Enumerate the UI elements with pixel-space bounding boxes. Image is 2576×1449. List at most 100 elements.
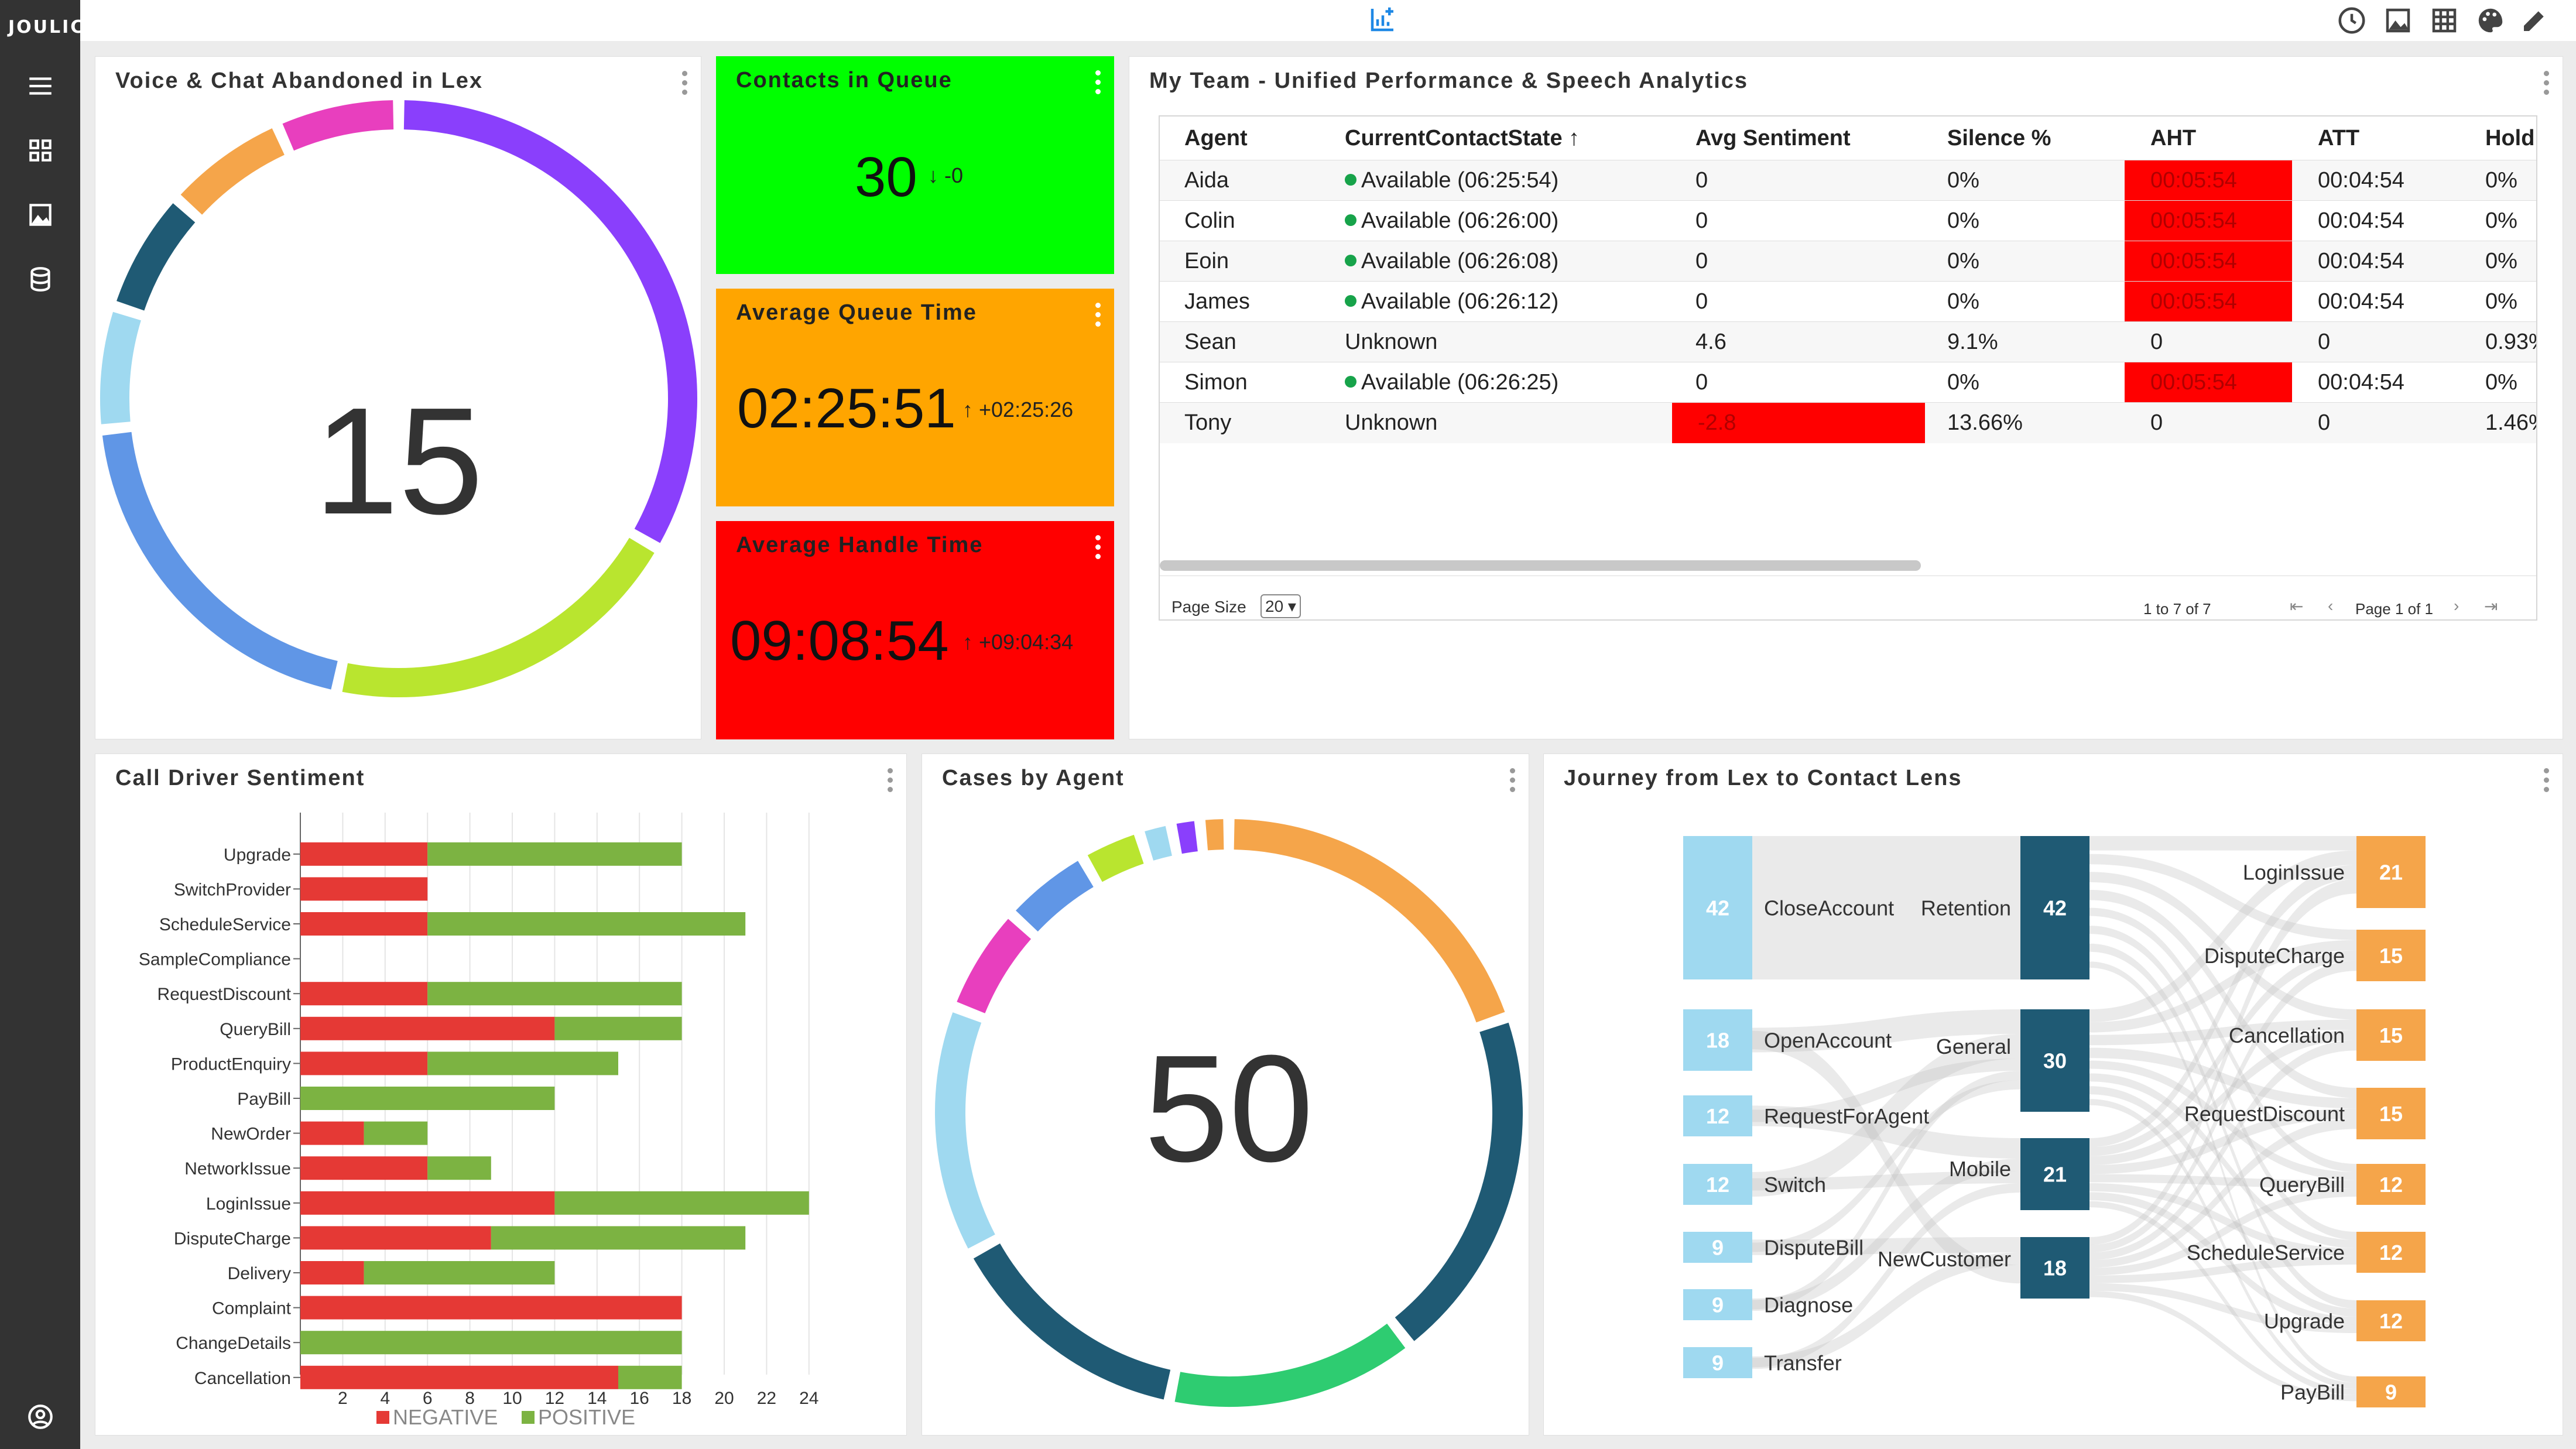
bar-negative[interactable] [300,1226,491,1250]
cases-donut-segment-4[interactable] [935,1012,995,1249]
middle-node[interactable] [2020,836,2089,979]
sankey-link[interactable] [1752,1159,2020,1311]
sankey-link[interactable] [2089,961,2356,1383]
dashboard-icon[interactable] [26,136,55,165]
table-row[interactable]: Tony Unknown -2.8 13.66% 0 0 1.46% [1160,402,2536,443]
bar-positive[interactable] [427,912,746,936]
abandoned-donut-segment-2[interactable] [102,431,338,690]
bar-negative[interactable] [300,842,428,866]
target-node[interactable] [2356,1232,2426,1273]
sankey-link[interactable] [2089,872,2356,1020]
source-node[interactable] [1683,1347,1752,1378]
bar-positive[interactable] [427,842,682,866]
sankey-link[interactable] [1752,1034,2020,1197]
source-node[interactable] [1683,1009,1752,1071]
sankey-link[interactable] [2089,850,2356,1022]
sankey-link[interactable] [2089,1060,2356,1181]
bar-negative[interactable] [300,982,428,1006]
abandoned-donut-segment-3[interactable] [100,311,141,424]
bar-negative[interactable] [300,1121,364,1145]
sankey-link[interactable] [2089,865,2356,1147]
user-circle-icon[interactable] [26,1402,55,1431]
table-row[interactable]: Simon Available (06:26:25) 0 0% 00:05:54 00:0… [1160,362,2536,403]
sankey-link[interactable] [1752,1080,2020,1252]
page-size-select[interactable]: 20 ▾ [1260,594,1301,618]
sankey-link[interactable] [2089,1118,2356,1268]
sankey-link[interactable] [1752,1252,2020,1369]
bar-positive[interactable] [618,1365,682,1389]
sankey-link[interactable] [1752,1237,2020,1255]
bar-negative[interactable] [300,1016,555,1040]
middle-node[interactable] [2020,1237,2089,1299]
cases-donut-segment-3[interactable] [973,1243,1171,1400]
target-node[interactable] [2356,1300,2426,1341]
column-header-avg-sentiment[interactable]: Avg Sentiment [1695,126,1851,150]
sankey-link[interactable] [2089,926,2356,1240]
sankey-link[interactable] [2089,836,2356,851]
sankey-link[interactable] [2089,1108,2356,1174]
bar-negative[interactable] [300,1191,555,1215]
bar-positive[interactable] [554,1191,809,1215]
cases-donut-segment-6[interactable] [1016,861,1094,932]
table-row[interactable]: Sean Unknown 4.6 9.1% 0 0 0.93% [1160,321,2536,362]
column-header-agent[interactable]: Agent [1184,126,1248,150]
first-page-icon[interactable]: ⇤ [2290,597,2304,615]
sankey-link[interactable] [1752,1009,2020,1053]
cases-donut-segment-7[interactable] [1087,834,1144,882]
bar-positive[interactable] [364,1121,428,1145]
edit-icon[interactable] [2519,5,2550,36]
bar-negative[interactable] [300,1296,682,1320]
sankey-link[interactable] [2089,1188,2356,1276]
abandoned-donut-segment-1[interactable] [342,537,655,697]
table-row[interactable]: Eoin Available (06:26:08) 0 0% 00:05:54 00:04… [1160,241,2536,282]
sankey-link[interactable] [1752,1030,2020,1284]
sankey-link[interactable] [2089,960,2356,1253]
palette-icon[interactable] [2475,5,2506,36]
horizontal-scrollbar[interactable] [1160,560,1921,571]
cases-donut-segment-8[interactable] [1145,825,1173,861]
sankey-link[interactable] [1752,1183,2020,1368]
target-node[interactable] [2356,930,2426,981]
cases-donut-segment-9[interactable] [1176,821,1198,854]
panel-menu-icon[interactable] [1095,535,1101,561]
source-node[interactable] [1683,1095,1752,1136]
column-header-contact-state[interactable]: CurrentContactState ↑ [1345,117,1580,160]
sankey-link[interactable] [1752,1105,2020,1159]
sankey-link[interactable] [2089,1040,2356,1260]
bar-negative[interactable] [300,1261,364,1284]
bar-negative[interactable] [300,1156,428,1180]
panel-menu-icon[interactable] [1510,768,1516,794]
middle-node[interactable] [2020,1138,2089,1210]
sankey-link[interactable] [2089,854,2356,940]
column-header-aht[interactable]: AHT [2150,126,2197,150]
sankey-link[interactable] [2089,1192,2356,1325]
table-row[interactable]: James Available (06:26:12) 0 0% 00:05:54 00:0… [1160,281,2536,322]
sankey-link[interactable] [2089,1019,2356,1046]
sankey-link[interactable] [1752,1171,2020,1191]
bar-positive[interactable] [300,1087,555,1110]
bar-positive[interactable] [427,1051,618,1075]
column-header-silence[interactable]: Silence % [1947,126,2051,150]
panel-menu-icon[interactable] [888,768,893,794]
table-row[interactable]: Aida Available (06:25:54) 0 0% 00:05:54 00:04… [1160,160,2536,201]
sankey-link[interactable] [2089,1256,2356,1283]
sankey-link[interactable] [2089,907,2356,1173]
cases-donut-segment-5[interactable] [957,919,1032,1014]
target-node[interactable] [2356,1088,2426,1139]
column-header-att[interactable]: ATT [2318,126,2360,150]
source-node[interactable] [1683,1232,1752,1263]
sankey-link[interactable] [2089,1073,2356,1248]
image-icon[interactable] [26,200,55,229]
sankey-link[interactable] [2089,1099,2356,1389]
sankey-link[interactable] [2089,1030,2356,1166]
bar-negative[interactable] [300,877,428,901]
column-header-hold[interactable]: Hold [2485,126,2535,150]
source-node[interactable] [1683,836,1752,979]
panel-menu-icon[interactable] [682,71,688,97]
table-icon[interactable] [2428,5,2460,36]
sankey-link[interactable] [2089,1086,2356,1317]
image-icon[interactable] [2382,5,2414,36]
table-row[interactable]: Colin Available (06:26:00) 0 0% 00:05:54 00:0… [1160,200,2536,241]
source-node[interactable] [1683,1164,1752,1205]
bar-negative[interactable] [300,912,428,936]
